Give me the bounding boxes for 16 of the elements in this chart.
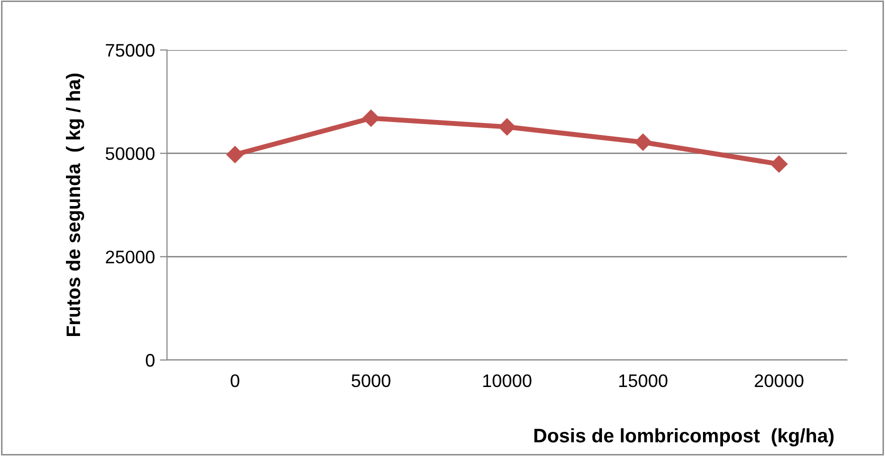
x-tick-label: 15000 <box>619 374 668 388</box>
point <box>498 118 516 136</box>
point <box>634 134 652 151</box>
y-axis-title: Frutos de segunda ( kg / ha) <box>66 74 84 336</box>
y-tick-label: 75000 <box>106 44 154 57</box>
y-tick-label: 50000 <box>106 147 154 160</box>
x-tick-label: 0 <box>230 374 240 388</box>
x-tick-label: 20000 <box>754 374 804 388</box>
x-tick-label: 10000 <box>483 374 532 388</box>
x-axis-title: Dosis de lombricompost (kg/ha) <box>534 428 834 446</box>
point <box>226 146 244 164</box>
y-tick-label: 0 <box>146 354 154 367</box>
point <box>362 110 380 127</box>
y-tick-label: 25000 <box>106 250 154 264</box>
x-tick-label: 5000 <box>352 374 390 388</box>
point <box>770 156 788 173</box>
